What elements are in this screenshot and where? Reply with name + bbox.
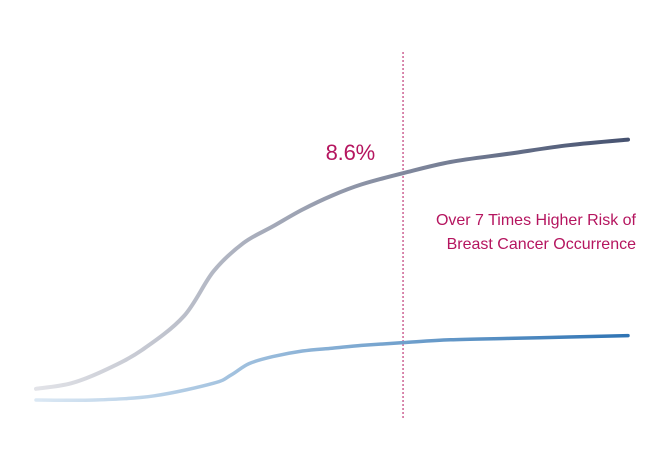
value-annotation: 8.6% — [326, 140, 375, 165]
series-line-higher-risk — [34, 137, 630, 391]
risk-note-line-2: Breast Cancer Occurrence — [447, 236, 637, 253]
series-line-baseline — [34, 333, 630, 403]
risk-note-line-1: Over 7 Times Higher Risk of — [436, 212, 637, 229]
